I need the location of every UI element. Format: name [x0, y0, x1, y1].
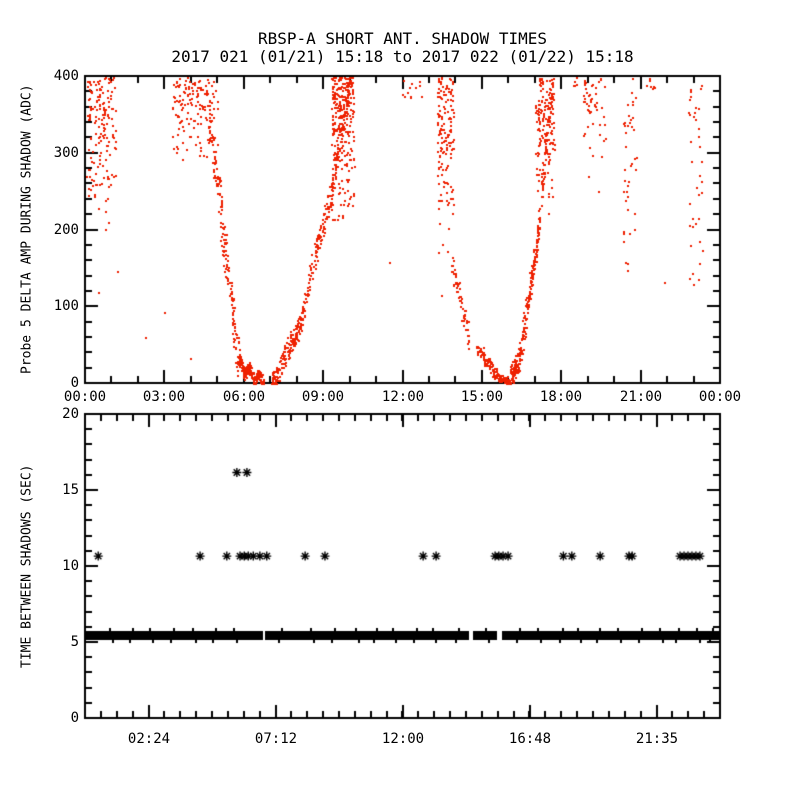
- x-tick-label: 00:00: [63, 389, 107, 405]
- x-tick-label: 12:00: [381, 389, 425, 405]
- chart-subtitle: 2017 021 (01/21) 15:18 to 2017 022 (01/2…: [171, 47, 634, 66]
- x-tick-label: 18:00: [539, 389, 583, 405]
- y-tick-label: 20: [62, 406, 79, 422]
- y-tick-label: 10: [62, 558, 79, 574]
- x-tick-label: 03:00: [142, 389, 186, 405]
- x-tick-label: 16:48: [508, 731, 552, 747]
- x-tick-label: 15:00: [460, 389, 504, 405]
- y-tick-label: 200: [53, 222, 79, 238]
- x-tick-label: 06:00: [222, 389, 266, 405]
- x-tick-label: 12:00: [381, 731, 425, 747]
- x-tick-label: 07:12: [254, 731, 298, 747]
- x-tick-label: 21:35: [635, 731, 679, 747]
- y-tick-label: 100: [53, 298, 79, 314]
- y-tick-label: 0: [70, 710, 79, 726]
- x-tick-label: 00:00: [698, 389, 742, 405]
- x-tick-label: 21:00: [619, 389, 663, 405]
- x-tick-label: 09:00: [301, 389, 345, 405]
- y-tick-label: 5: [70, 634, 79, 650]
- y-tick-label: 300: [53, 145, 79, 161]
- y-tick-label: 15: [62, 482, 79, 498]
- x-tick-label: 02:24: [127, 731, 171, 747]
- y-tick-label: 0: [70, 375, 79, 391]
- y-tick-label: 400: [53, 68, 79, 84]
- chart-title: RBSP-A SHORT ANT. SHADOW TIMES: [258, 29, 547, 48]
